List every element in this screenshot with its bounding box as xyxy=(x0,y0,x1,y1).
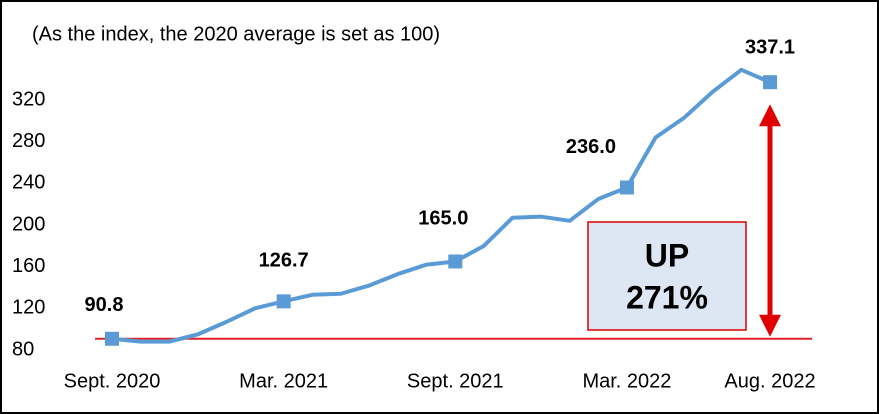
point-marker xyxy=(448,254,463,269)
data-label: 236.0 xyxy=(566,136,616,158)
annotation-text: 271% xyxy=(626,279,708,315)
data-label: 126.7 xyxy=(259,250,309,272)
data-label: 165.0 xyxy=(418,208,468,230)
point-marker xyxy=(276,294,291,309)
x-tick-label: Aug. 2022 xyxy=(724,370,815,392)
annotation-box xyxy=(587,221,747,331)
y-tick-label: 320 xyxy=(12,88,45,110)
arrow-head xyxy=(759,104,781,127)
point-marker xyxy=(105,331,119,346)
y-tick-label: 160 xyxy=(12,255,45,277)
y-tick-label: 240 xyxy=(12,172,45,194)
data-label: 90.8 xyxy=(85,294,124,316)
point-marker xyxy=(619,180,634,195)
line xyxy=(111,67,771,344)
x-tick-label: Sept. 2021 xyxy=(407,370,504,392)
point-marker xyxy=(763,75,777,90)
y-tick-label: 120 xyxy=(12,297,45,319)
annotation-text: UP xyxy=(645,237,689,273)
y-tick-label: 280 xyxy=(12,130,45,152)
y-tick-label: 80 xyxy=(12,338,34,360)
y-tick-label: 200 xyxy=(12,213,45,235)
x-tick-label: Mar. 2021 xyxy=(239,370,328,392)
arrow-head xyxy=(759,314,781,337)
x-tick-label: Mar. 2022 xyxy=(582,370,671,392)
chart-subtitle: (As the index, the 2020 average is set a… xyxy=(32,23,440,45)
data-label: 337.1 xyxy=(745,36,795,58)
x-tick-label: Sept. 2020 xyxy=(64,370,161,392)
